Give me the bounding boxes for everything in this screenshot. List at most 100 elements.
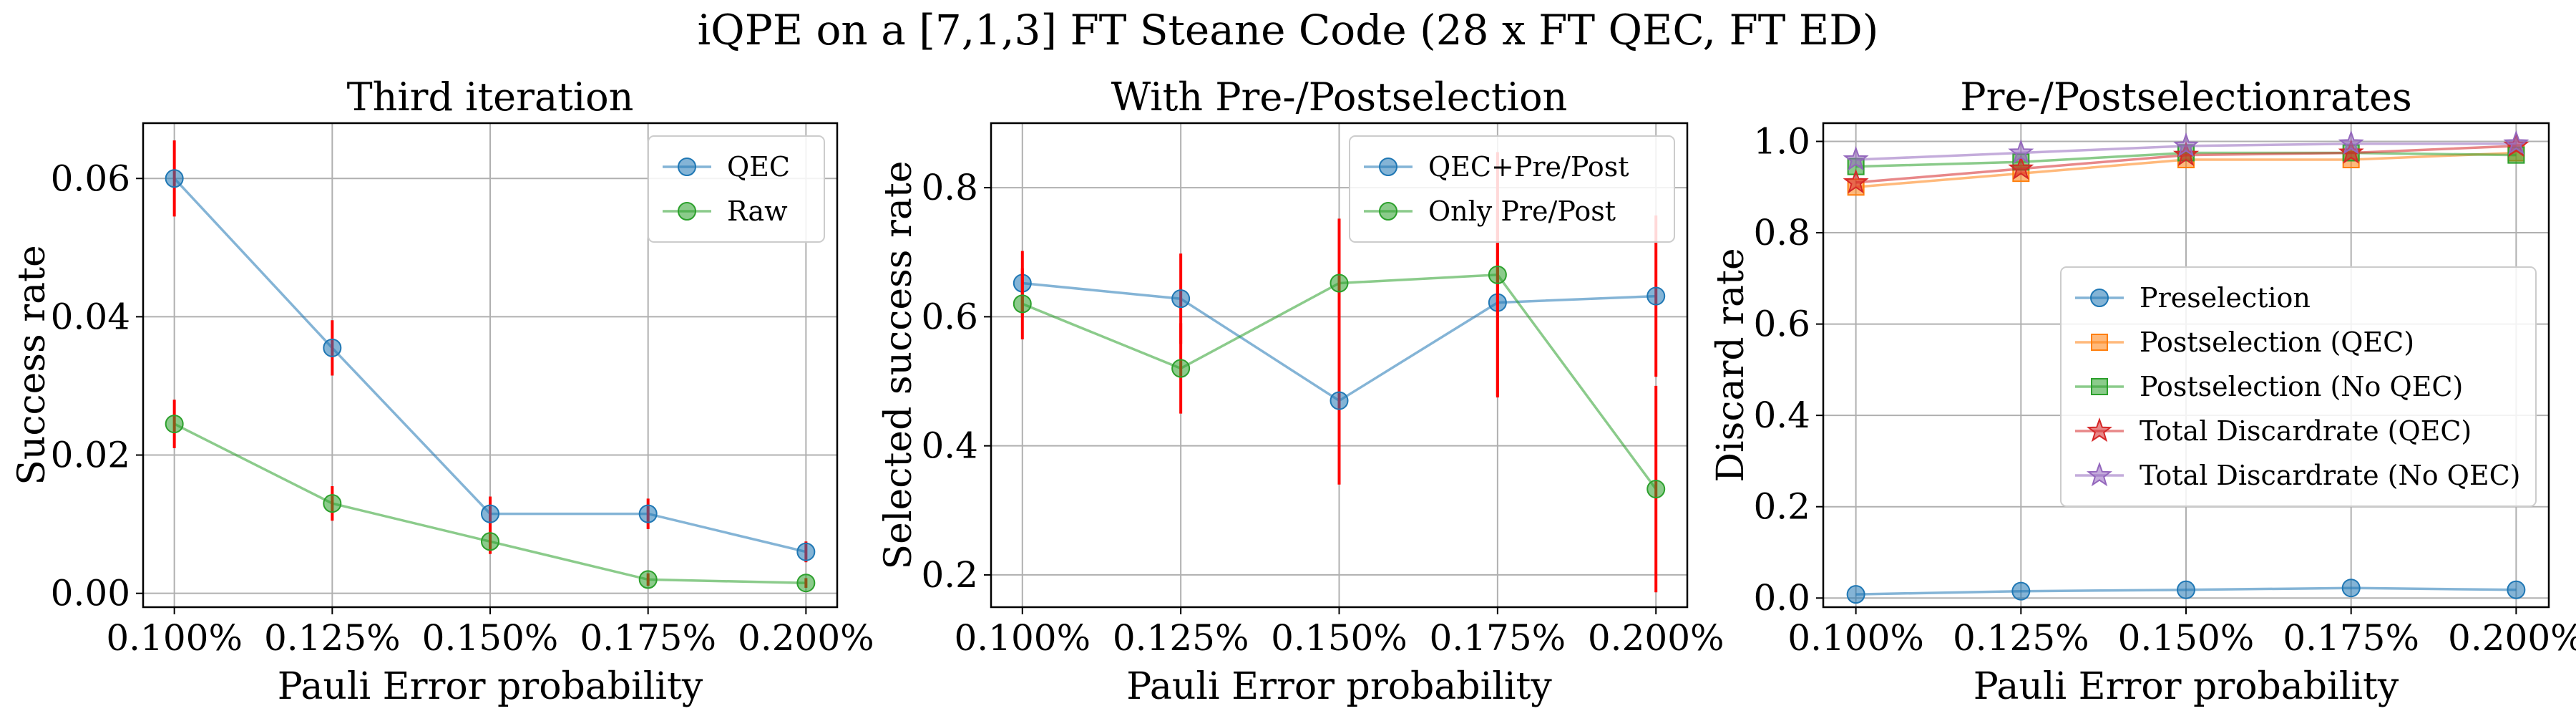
legend-marker	[678, 158, 696, 176]
data-point	[1171, 359, 1191, 378]
data-point	[2341, 579, 2361, 598]
data-point	[796, 574, 816, 593]
x-tick-label: 0.200%	[1588, 617, 1724, 659]
legend-label: Total Discardrate (QEC)	[2140, 415, 2472, 447]
series-2	[1013, 152, 1666, 593]
data-point	[323, 338, 342, 357]
charts-container: 0.100% 0.125% 0.150% 0.175% 0.200% 0.00 0.02 0.…	[11, 74, 2576, 708]
data-point	[165, 169, 184, 188]
x-tick-label: 0.125%	[1953, 617, 2089, 659]
legend-marker	[2086, 417, 2113, 442]
x-tick-label: 0.175%	[2283, 617, 2419, 659]
legend-label: Raw	[727, 195, 788, 227]
legend-marker	[1379, 158, 1397, 176]
x-tick-label: 0.200%	[2448, 617, 2576, 659]
x-tick-label: 0.125%	[1113, 617, 1249, 659]
legend-item: Total Discardrate (QEC)	[2075, 415, 2472, 447]
legend-item: QEC+Pre/Post	[1364, 151, 1629, 183]
data-point	[165, 415, 184, 434]
legend-item: Only Pre/Post	[1364, 195, 1616, 227]
legend-box	[2060, 266, 2537, 507]
y-tick-label: 0.04	[51, 296, 130, 337]
data-point	[2008, 155, 2034, 180]
data-point	[2338, 139, 2364, 164]
y-tick-label: 0.4	[1753, 395, 1810, 436]
legend-marker	[2091, 378, 2108, 395]
legend-marker	[678, 202, 696, 221]
x-tick-label: 0.175%	[1430, 617, 1566, 659]
x-tick-label: 0.150%	[1271, 617, 1407, 659]
legend-label: Postselection (QEC)	[2140, 326, 2414, 358]
legend-label: QEC+Pre/Post	[1428, 151, 1629, 183]
legend-marker	[2086, 462, 2113, 487]
series-2	[165, 400, 816, 593]
data-point	[2177, 580, 2195, 599]
y-tick-label: 0.4	[921, 425, 978, 467]
y-axis-label: Selected success rate	[877, 160, 920, 569]
data-point	[1488, 265, 1507, 284]
y-tick-label: 0.02	[51, 435, 130, 476]
legend-marker	[2090, 289, 2109, 307]
x-axis-label: Pauli Error probability	[1974, 665, 2399, 708]
data-point	[2172, 132, 2200, 158]
figure-title: iQPE on a [7,1,3] FT Steane Code (28 x F…	[698, 6, 1879, 54]
y-tick-label: 0.06	[51, 158, 130, 199]
data-point	[638, 504, 658, 523]
legend-marker	[1379, 202, 1397, 221]
y-tick-label: 0.6	[1753, 304, 1810, 345]
chart-1: 0.100% 0.125% 0.150% 0.175% 0.200% 0.00 0.02 0.…	[11, 74, 874, 708]
data-point	[2338, 130, 2364, 155]
data-point	[1646, 286, 1666, 306]
legend-marker	[2091, 334, 2108, 351]
legend-label: QEC	[727, 151, 790, 183]
y-tick-label: 0.00	[51, 573, 130, 614]
legend-label: Only Pre/Post	[1428, 195, 1616, 227]
data-point	[638, 570, 658, 589]
y-tick-label: 0.6	[921, 296, 978, 337]
y-tick-label: 1.0	[1753, 121, 1810, 163]
y-axis-label: Discard rate	[1709, 248, 1752, 482]
y-tick-label: 0.2	[1753, 486, 1810, 528]
legend-item: QEC	[663, 151, 790, 183]
data-point	[1013, 294, 1032, 314]
series-1	[165, 140, 816, 563]
x-tick-label: 0.150%	[422, 617, 559, 659]
x-tick-label: 0.125%	[264, 617, 401, 659]
x-tick-label: 0.200%	[738, 617, 874, 659]
data-point	[1846, 585, 1865, 604]
data-point	[1843, 146, 1869, 171]
x-axis-label: Pauli Error probability	[278, 665, 703, 708]
data-point	[481, 532, 499, 551]
legend-label: Total Discardrate (No QEC)	[2140, 460, 2520, 491]
data-point	[323, 494, 342, 513]
chart-title: Pre-/Postselectionrates	[1960, 74, 2411, 120]
data-point	[481, 504, 499, 523]
legend-item: Total Discardrate (No QEC)	[2075, 460, 2520, 491]
series-1	[1846, 579, 2526, 604]
data-point	[1330, 274, 1349, 293]
data-point	[796, 542, 816, 561]
data-point	[2503, 130, 2529, 155]
x-tick-label: 0.150%	[2118, 617, 2255, 659]
x-tick-label: 0.175%	[580, 617, 716, 659]
legend-label: Postselection (No QEC)	[2140, 371, 2463, 402]
x-axis-label: Pauli Error probability	[1126, 665, 1552, 708]
legend: Preselection Postselection (QEC) Postselec…	[2060, 266, 2537, 507]
y-tick-label: 0.8	[1753, 212, 1810, 253]
series-5	[1843, 130, 2529, 171]
chart-2: 0.100% 0.125% 0.150% 0.175% 0.200% 0.2 0.4 0.6 0…	[877, 74, 1724, 708]
data-point	[1171, 289, 1191, 309]
data-point	[2172, 141, 2200, 167]
legend-item: Postselection (QEC)	[2075, 326, 2414, 358]
data-point	[1843, 168, 1869, 194]
y-tick-label: 0.0	[1753, 577, 1810, 619]
data-point	[1646, 480, 1666, 499]
y-axis-label: Success rate	[11, 245, 54, 485]
legend-box	[1349, 135, 1675, 243]
legend: QEC+Pre/Post Only Pre/Post	[1349, 135, 1675, 243]
data-point	[2507, 580, 2526, 599]
legend-label: Preselection	[2140, 282, 2311, 314]
chart-title: With Pre-/Postselection	[1111, 74, 1567, 120]
legend-item: Postselection (No QEC)	[2075, 371, 2463, 402]
legend-item: Preselection	[2075, 282, 2311, 314]
